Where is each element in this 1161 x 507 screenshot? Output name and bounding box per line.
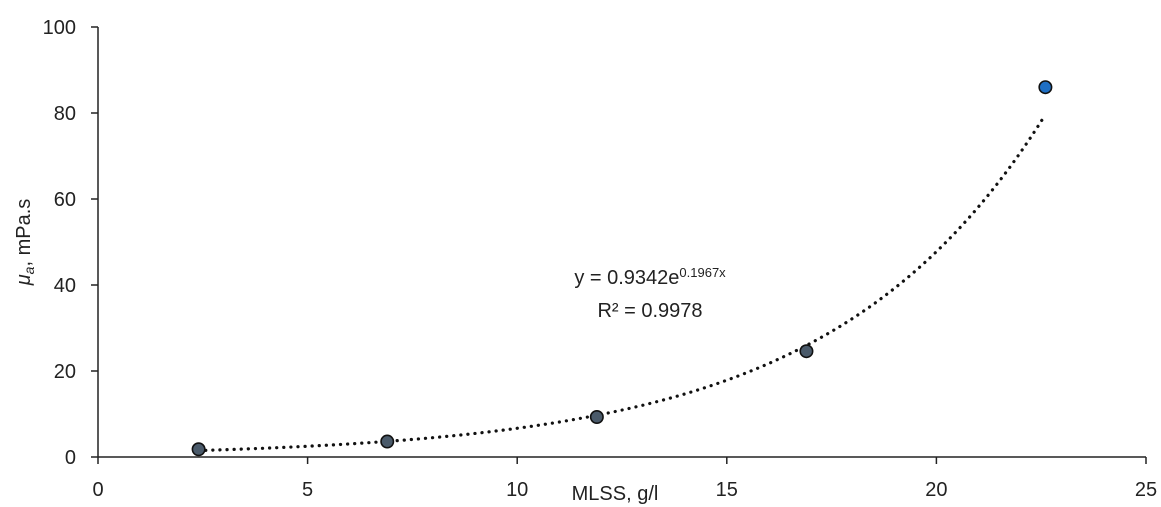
y-tick-label: 100	[43, 17, 76, 39]
y-tick-label: 0	[65, 447, 76, 469]
data-point	[589, 410, 604, 425]
tick-marks: 0 5 10 15 20 25 0 20 40 60 80 100	[43, 17, 1158, 501]
x-tick-label: 5	[302, 479, 313, 501]
trendline-group	[197, 113, 1047, 453]
trendline-equation: y = 0.9342e0.1967x	[574, 265, 726, 289]
x-tick-label: 15	[716, 479, 738, 501]
y-tick-label: 20	[54, 361, 76, 383]
y-axis-title: μa, mPa.s	[13, 199, 37, 287]
x-tick-label: 0	[92, 479, 103, 501]
x-axis-title: MLSS, g/l	[572, 483, 659, 505]
trendline-equation-exponent: 0.1967x	[679, 265, 726, 280]
y-axis-title-symbol: μ	[13, 274, 35, 286]
data-point	[191, 442, 206, 457]
y-axis-title-unit: , mPa.s	[13, 199, 35, 267]
x-tick-label: 20	[925, 479, 947, 501]
x-tick-label: 10	[506, 479, 528, 501]
r-squared-label: R² = 0.9978	[597, 300, 702, 322]
y-tick-label: 60	[54, 189, 76, 211]
y-tick-label: 80	[54, 103, 76, 125]
data-points	[191, 80, 1053, 457]
data-point	[380, 434, 395, 449]
data-point	[1038, 80, 1053, 95]
trendline-equation-base: y = 0.9342e	[574, 267, 679, 289]
data-point	[799, 344, 814, 359]
axes	[97, 27, 1146, 458]
y-tick-label: 40	[54, 275, 76, 297]
x-tick-label: 25	[1135, 479, 1157, 501]
exponential-trendline	[197, 113, 1047, 453]
y-axis-title-subscript: a	[21, 266, 37, 274]
